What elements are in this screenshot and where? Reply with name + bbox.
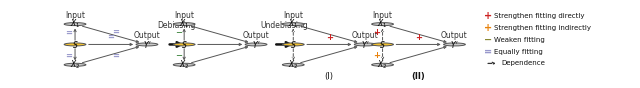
Circle shape	[372, 43, 394, 46]
Text: $Y'$: $Y'$	[252, 39, 260, 50]
Text: Input: Input	[372, 11, 392, 20]
Text: Strengthen fitting directly: Strengthen fitting directly	[493, 13, 584, 19]
Circle shape	[282, 43, 304, 46]
Text: +: +	[484, 11, 492, 21]
Text: Input: Input	[284, 11, 303, 20]
Circle shape	[64, 43, 86, 46]
Text: $X_2$: $X_2$	[179, 59, 189, 71]
Text: (I): (I)	[324, 72, 333, 81]
Circle shape	[444, 43, 465, 46]
Text: Weaken fitting: Weaken fitting	[493, 37, 545, 43]
Text: −: −	[175, 51, 182, 60]
Text: $Y'$: $Y'$	[143, 39, 151, 50]
Text: Debiasing: Debiasing	[157, 21, 196, 30]
Text: +: +	[326, 33, 333, 42]
Text: =: =	[65, 28, 72, 37]
Text: +: +	[415, 33, 422, 42]
Circle shape	[282, 63, 304, 66]
Text: $Y'$: $Y'$	[361, 39, 369, 50]
Circle shape	[64, 23, 86, 26]
Circle shape	[64, 63, 86, 66]
Circle shape	[372, 23, 394, 26]
Text: −: −	[175, 28, 182, 37]
Circle shape	[173, 63, 195, 66]
Circle shape	[282, 23, 304, 26]
Text: +: +	[373, 51, 380, 60]
Text: $X_1$: $X_1$	[378, 18, 388, 30]
Text: =: =	[65, 51, 72, 60]
Text: $X_2$: $X_2$	[378, 59, 388, 71]
Circle shape	[173, 23, 195, 26]
Circle shape	[245, 43, 267, 46]
Text: −: −	[484, 35, 492, 45]
Text: Dependence: Dependence	[502, 60, 545, 66]
Text: Undebiasing: Undebiasing	[260, 21, 308, 30]
Text: =: =	[113, 52, 120, 61]
Text: =: =	[484, 47, 492, 57]
Circle shape	[355, 43, 376, 46]
Text: +: +	[484, 23, 492, 33]
Text: =: =	[108, 33, 115, 42]
Circle shape	[173, 43, 195, 46]
Text: $X_1$: $X_1$	[288, 18, 298, 30]
Text: =: =	[113, 28, 120, 37]
Text: $X_1$: $X_1$	[179, 18, 189, 30]
Text: $X_2$: $X_2$	[288, 59, 298, 71]
Text: $Y'$: $Y'$	[450, 39, 459, 50]
Text: Output: Output	[134, 31, 161, 40]
Text: Equally fitting: Equally fitting	[493, 49, 543, 55]
Text: $S$: $S$	[290, 39, 296, 50]
Text: $S$: $S$	[181, 39, 188, 50]
Text: Input: Input	[65, 11, 85, 20]
Text: (II): (II)	[412, 72, 426, 81]
Circle shape	[136, 43, 158, 46]
Text: +: +	[373, 28, 380, 37]
Text: $X_1$: $X_1$	[70, 18, 80, 30]
Text: $S$: $S$	[380, 39, 386, 50]
Text: Input: Input	[174, 11, 194, 20]
Text: Output: Output	[441, 31, 468, 40]
Text: $X_2$: $X_2$	[70, 59, 80, 71]
Text: Strengthen fitting indirectly: Strengthen fitting indirectly	[493, 25, 591, 31]
Circle shape	[372, 63, 394, 66]
Text: Output: Output	[243, 31, 269, 40]
Text: Output: Output	[352, 31, 379, 40]
Text: $S$: $S$	[72, 39, 78, 50]
